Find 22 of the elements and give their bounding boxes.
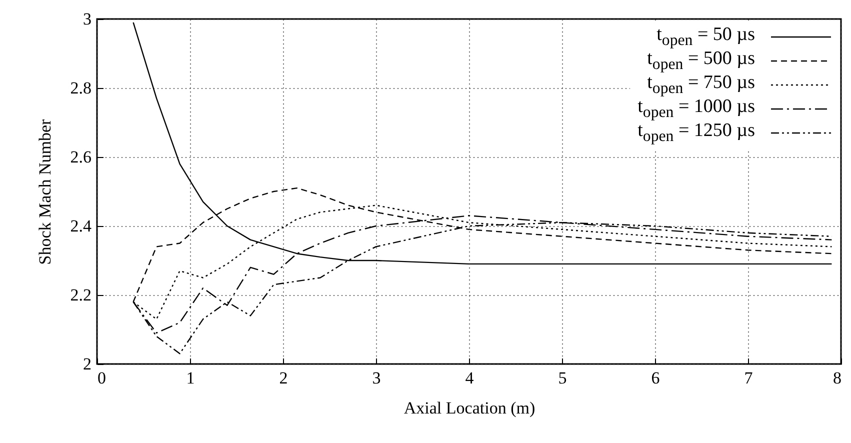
legend-label: t$_{open}$ = 1000 µs — [638, 96, 755, 122]
x-tick-label: 4 — [465, 368, 474, 388]
x-tick-label: 8 — [833, 368, 842, 388]
y-tick-label: 3 — [83, 10, 92, 28]
y-tick-label: 2.6 — [70, 148, 92, 166]
x-tick-label: 0 — [98, 368, 106, 388]
x-tick-label: 3 — [372, 368, 381, 388]
y-axis-title: Shock Mach Number — [35, 118, 54, 265]
legend-label: t$_{open}$ = 750 µs — [647, 72, 755, 98]
y-tick-label: 2.8 — [70, 78, 92, 98]
x-tick-label: 1 — [186, 368, 195, 388]
y-tick-label: 2.4 — [70, 216, 92, 236]
x-tick-label: 7 — [744, 368, 754, 388]
legend-label: t$_{open}$ = 50 µs — [656, 24, 755, 50]
legend-label: t$_{open}$ = 1250 µs — [638, 120, 755, 146]
x-tick-label: 6 — [651, 368, 660, 388]
legend-label: t$_{open}$ = 500 µs — [647, 48, 755, 74]
x-tick-label: 5 — [558, 368, 567, 388]
y-tick-label: 2.2 — [70, 286, 92, 304]
y-tick-label: 2 — [83, 354, 92, 374]
x-tick-label: 2 — [279, 368, 288, 388]
x-axis-title: Axial Location (m) — [404, 398, 536, 418]
